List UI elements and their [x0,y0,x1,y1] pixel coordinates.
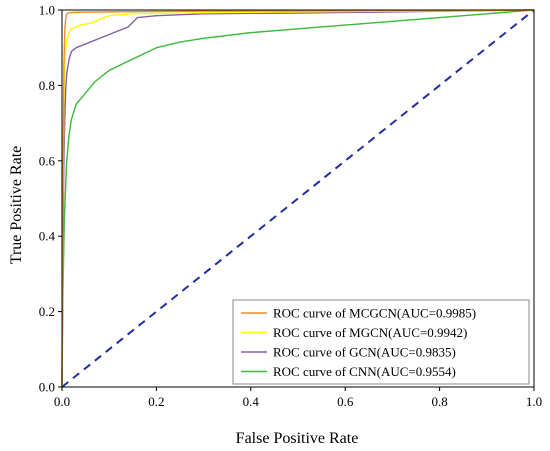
y-tick-label: 0.8 [39,78,55,93]
y-tick-label: 0.6 [39,153,56,168]
series-line-2 [61,9,535,388]
legend-label-0: ROC curve of MCGCN(AUC=0.9985) [273,306,476,321]
legend-box [232,299,530,385]
x-tick-label: 1.0 [526,394,542,409]
axes-layer: 0.0 0.2 0.4 0.6 0.8 1.0 0.0 0.2 0.4 0.6 0.8 1.0 [39,3,542,410]
series-layer [61,9,535,388]
y-axis-label: True Positive Rate [8,146,25,265]
series-line-0 [61,9,535,388]
legend-label-2: ROC curve of GCN(AUC=0.9835) [273,345,456,360]
reference-diagonal-line [61,9,535,388]
x-tick-label: 0.6 [337,394,354,409]
legend-label-1: ROC curve of MGCN(AUC=0.9942) [273,325,467,340]
legend: ROC curve of MCGCN(AUC=0.9985) ROC curve … [232,299,530,385]
legend-label-3: ROC curve of CNN(AUC=0.9554) [273,364,456,379]
y-tick-label: 0.2 [39,304,55,319]
x-tick-label: 0.0 [54,394,70,409]
y-tick-label: 0.4 [39,229,56,244]
x-tick-label: 0.2 [148,394,164,409]
x-tick-label: 0.8 [431,394,447,409]
series-line-3 [61,9,535,388]
x-tick-label: 0.4 [243,394,260,409]
y-tick-label: 0.0 [39,380,55,395]
series-line-1 [61,9,535,388]
y-tick-label: 1.0 [39,3,55,18]
reference-diagonal-layer [61,9,535,388]
x-axis-label: False Positive Rate [236,430,359,447]
axes-frame [61,9,535,388]
